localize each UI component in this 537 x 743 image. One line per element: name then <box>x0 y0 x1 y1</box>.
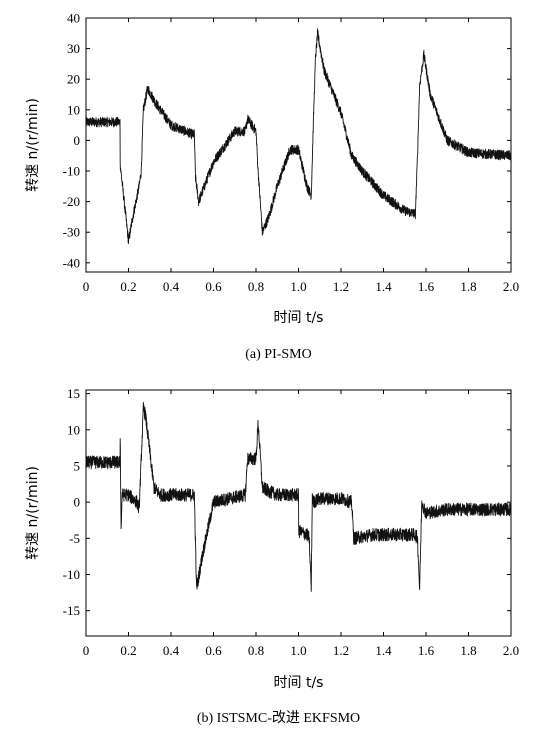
x-tick-label: 0.4 <box>163 643 180 658</box>
y-tick-label: 0 <box>74 495 81 510</box>
x-tick-label: 0.8 <box>248 279 264 294</box>
x-tick-label: 1.2 <box>333 643 349 658</box>
y-axis-label: 转速 n/(r/min) <box>25 466 41 560</box>
y-tick-label: 10 <box>67 102 80 117</box>
x-tick-label: 2.0 <box>503 643 519 658</box>
chart-caption: (b) ISTSMC-改进 EKFSMO <box>197 710 360 726</box>
y-tick-label: -5 <box>69 531 80 546</box>
y-tick-label: -20 <box>63 194 80 209</box>
x-tick-label: 0.8 <box>248 643 264 658</box>
chart-a: 0 0.2 0.4 0.6 0.8 1.0 1.2 1.4 1.6 1.8 2.0 40 30 20 10 0… <box>25 11 519 363</box>
x-tick-label: 0.2 <box>120 643 136 658</box>
x-tick-label: 1.6 <box>418 279 435 294</box>
speed-series-line <box>86 401 511 592</box>
y-axis-label: 转速 n/(r/min) <box>25 98 41 192</box>
x-tick-label: 1.8 <box>460 643 476 658</box>
x-tick-label: 0.6 <box>205 643 222 658</box>
x-tick-label: 1.2 <box>333 279 349 294</box>
x-tick-label: 2.0 <box>503 279 519 294</box>
y-tick-label: 5 <box>74 458 81 473</box>
x-tick-label: 0 <box>83 643 90 658</box>
y-tick-label: -10 <box>63 164 80 179</box>
x-tick-label: 1.6 <box>418 643 435 658</box>
x-tick-label: 1.0 <box>290 643 306 658</box>
y-tick-label: -10 <box>63 567 80 582</box>
x-tick-label: 1.8 <box>460 279 476 294</box>
x-tick-label: 1.4 <box>375 643 392 658</box>
x-tick-label: 0.6 <box>205 279 222 294</box>
speed-series-line <box>86 28 511 244</box>
x-axis-label: 时间 t/s <box>274 310 324 326</box>
y-tick-label: 10 <box>67 422 80 437</box>
plot-frame <box>85 17 512 273</box>
y-tick-label: 20 <box>67 72 80 87</box>
x-tick-label: 1.0 <box>290 279 306 294</box>
x-axis-label: 时间 t/s <box>274 675 324 691</box>
y-tick-label: 0 <box>74 133 81 148</box>
x-tick-label: 1.4 <box>375 279 392 294</box>
chart-b: 0 0.2 0.4 0.6 0.8 1.0 1.2 1.4 1.6 1.8 2.0 15 10 5 0 -5 -… <box>25 386 519 726</box>
x-tick-label: 0.4 <box>163 279 180 294</box>
y-tick-label: 15 <box>67 386 80 401</box>
x-tick-label: 0 <box>83 279 90 294</box>
chart-caption: (a) PI-SMO <box>245 347 312 362</box>
y-tick-label: -40 <box>63 255 80 270</box>
y-tick-label: 30 <box>67 41 80 56</box>
y-tick-label: -30 <box>63 225 80 240</box>
x-tick-label: 0.2 <box>120 279 136 294</box>
y-tick-label: 40 <box>67 11 80 26</box>
y-tick-label: -15 <box>63 603 80 618</box>
